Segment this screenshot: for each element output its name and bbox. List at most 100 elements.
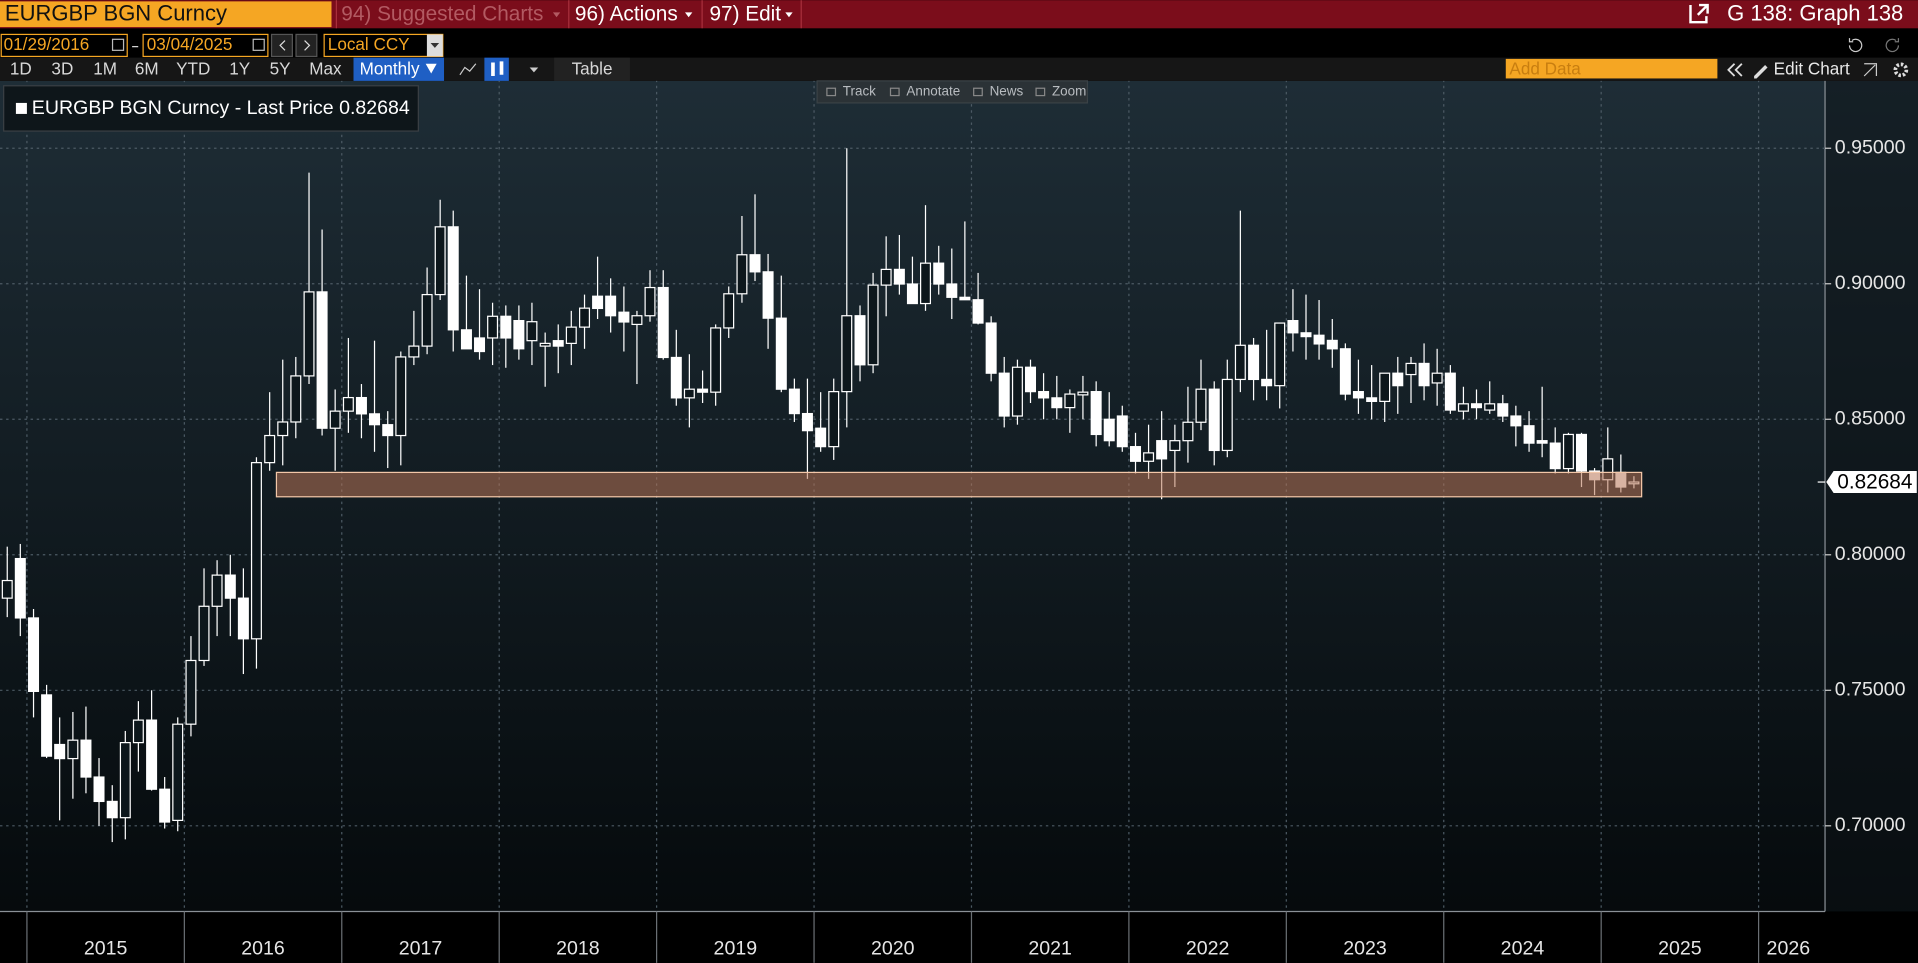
candle-body xyxy=(250,462,262,640)
candle-body xyxy=(172,723,184,822)
candle-body xyxy=(1169,440,1181,452)
candle-body xyxy=(1143,452,1155,462)
line-chart-icon[interactable] xyxy=(459,63,477,76)
candle-body xyxy=(1116,415,1128,448)
menu-item[interactable]: 96) Actions xyxy=(575,2,678,25)
start-date[interactable]: 01/29/2016 xyxy=(4,35,90,54)
undo-icon[interactable] xyxy=(1848,38,1863,53)
candle-body xyxy=(959,296,971,301)
candle-body xyxy=(1248,344,1260,381)
security-input[interactable] xyxy=(0,1,332,28)
candle-body xyxy=(841,315,853,393)
x-tick-label: 2022 xyxy=(1186,938,1230,960)
candle-body xyxy=(1431,372,1443,384)
candle-body xyxy=(526,321,538,342)
candle-body xyxy=(801,412,813,432)
period-button[interactable]: YTD xyxy=(176,59,210,78)
candle-body xyxy=(683,388,695,399)
candle-body xyxy=(106,800,118,819)
calendar-icon[interactable] xyxy=(111,38,125,51)
candle-body xyxy=(1497,403,1509,417)
candle-body xyxy=(697,388,709,393)
add-data-input[interactable] xyxy=(1505,58,1718,79)
period-button[interactable]: 5Y xyxy=(270,59,292,78)
pencil-icon xyxy=(1754,64,1768,79)
frequency-select[interactable] xyxy=(353,57,445,81)
period-buttons: 1D 3D 1M 6M YTD 1Y 5Y Max xyxy=(10,59,342,78)
next-button[interactable] xyxy=(295,33,318,58)
x-tick-label: 2020 xyxy=(871,938,915,960)
candle-body xyxy=(1392,372,1404,387)
candle-body xyxy=(1051,397,1063,409)
menu-item[interactable]: 94) Suggested Charts xyxy=(341,2,543,25)
x-axis-panel xyxy=(0,911,1918,963)
tool-button[interactable]: News xyxy=(990,83,1024,98)
candle-body xyxy=(1418,362,1430,387)
candle-body xyxy=(1523,425,1535,444)
candle-body xyxy=(1,579,13,599)
legend-last-price: 0.82684 xyxy=(339,97,410,119)
candle-body xyxy=(867,284,879,366)
candle-body xyxy=(775,317,787,390)
candle-chart-button[interactable] xyxy=(484,57,509,81)
candle-body xyxy=(998,372,1010,417)
candle-body xyxy=(592,295,604,310)
x-tick-label: 2017 xyxy=(399,938,443,960)
period-button[interactable]: 1M xyxy=(93,59,117,78)
tool-button[interactable]: Zoom xyxy=(1052,83,1086,98)
candle-body xyxy=(277,421,289,437)
y-tick-label: 0.80000 xyxy=(1835,543,1906,565)
currency[interactable]: Local CCY xyxy=(328,35,410,54)
add-data[interactable]: Add Data xyxy=(1509,59,1581,78)
start-date-input[interactable] xyxy=(0,33,128,58)
y-tick-label: 0.70000 xyxy=(1835,814,1906,836)
candle-body xyxy=(382,424,394,437)
period-button[interactable]: 3D xyxy=(51,59,73,78)
candle-body xyxy=(670,356,682,399)
period-button[interactable]: Max xyxy=(309,59,342,78)
candle-body xyxy=(93,776,105,803)
candle-body xyxy=(1025,366,1037,393)
candle-body xyxy=(14,557,26,619)
prev-button[interactable] xyxy=(270,33,293,58)
candle-body xyxy=(447,226,459,331)
calendar-icon[interactable] xyxy=(252,38,265,51)
frequency[interactable]: Monthly xyxy=(360,59,420,78)
period-button[interactable]: 6M xyxy=(135,59,159,78)
x-tick-label: 2024 xyxy=(1501,938,1545,960)
candle-body xyxy=(1064,393,1076,409)
candle-body xyxy=(67,739,79,760)
dropdown-arrow xyxy=(552,12,561,18)
redo-icon[interactable] xyxy=(1885,38,1900,53)
candle-body xyxy=(316,291,328,429)
edit-chart[interactable]: Edit Chart xyxy=(1774,59,1850,78)
candle-body xyxy=(1536,440,1548,444)
candle-body xyxy=(224,574,236,599)
table[interactable]: Table xyxy=(572,59,613,78)
table-button[interactable] xyxy=(554,57,630,81)
candle-body xyxy=(788,388,800,415)
candle-body xyxy=(1103,418,1115,442)
candle-body xyxy=(972,299,984,324)
edit-icon[interactable] xyxy=(1863,63,1878,77)
period-button[interactable]: 1Y xyxy=(229,59,251,78)
end-date[interactable]: 03/04/2025 xyxy=(147,35,233,54)
candle-body xyxy=(1405,362,1417,376)
popout-icon[interactable] xyxy=(1689,3,1709,24)
legend-swatch xyxy=(15,102,27,114)
tool-button[interactable]: Annotate xyxy=(906,83,960,98)
collapse-icon[interactable] xyxy=(1727,63,1743,77)
plot-background xyxy=(0,80,1918,963)
end-date-input[interactable] xyxy=(142,33,269,58)
menu-item[interactable]: 97) Edit xyxy=(709,2,781,25)
candle-body xyxy=(1300,332,1312,338)
period-button[interactable]: 1D xyxy=(10,59,32,78)
candle-body xyxy=(1326,339,1338,350)
dropdown-arrow xyxy=(430,42,440,48)
tool-button[interactable]: Track xyxy=(843,83,876,98)
candle-body xyxy=(854,315,866,366)
candle-body xyxy=(579,307,591,328)
security[interactable]: EURGBP BGN Curncy xyxy=(5,1,227,26)
